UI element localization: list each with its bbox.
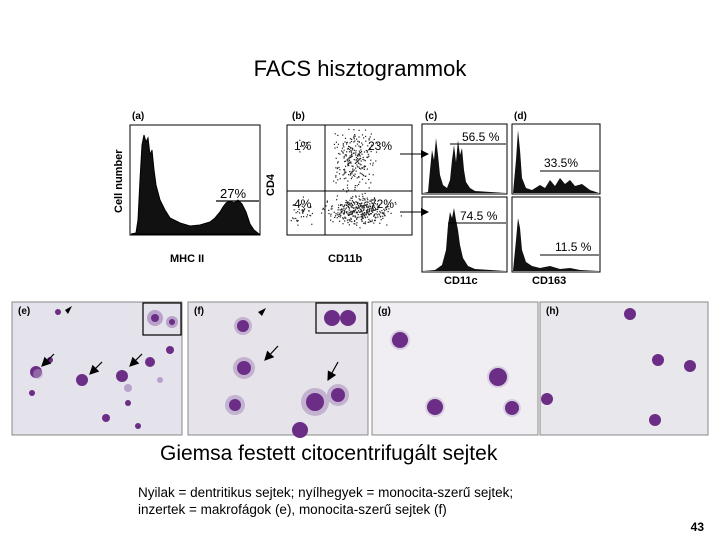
d-top-pct: 33.5% [544, 156, 578, 170]
slide-title: FACS hisztogrammok [253, 56, 467, 81]
cd163-histogram-bottom [513, 218, 599, 271]
panel-c-label: (c) [425, 111, 437, 122]
panel-d-label: (d) [514, 111, 527, 122]
micrograph-e: (e) [11, 301, 183, 436]
panel-b-label: (b) [292, 111, 305, 122]
note-line-2: inzertek = makrofágok (e), monocita-szer… [138, 502, 447, 517]
micrograph-f: (f) [187, 301, 369, 438]
figure-note: Nyilak = dentritikus sejtek; nyílhegyek … [138, 484, 513, 518]
q-ul: 1% [294, 139, 312, 153]
d-bottom-pct: 11.5 % [555, 240, 592, 254]
c-top-pct: 56.5 % [462, 130, 500, 144]
mhc-label: MHC II [170, 253, 204, 265]
facs-figure: (a) 27% Cell number MHC II (b) 1% 23% 4%… [11, 111, 709, 438]
panel-h-label: (h) [546, 306, 559, 317]
micrograph-h: (h) [539, 301, 709, 436]
q-ur: 23% [368, 139, 392, 153]
panel-c: (c) 56.5 % 74.5 % CD11c [421, 111, 508, 287]
panel-a-pct: 27% [220, 186, 246, 201]
c-bottom-pct: 74.5 % [460, 209, 498, 223]
panel-a-label: (a) [132, 111, 144, 122]
panel-a: (a) 27% Cell number MHC II [113, 111, 261, 265]
panel-b: (b) 1% 23% 4% 72% CD4 CD11b [265, 111, 429, 265]
cd11c-histogram-top [423, 138, 506, 193]
q-lr: 72% [370, 197, 394, 211]
cd11b-label: CD11b [328, 253, 363, 265]
q-ll: 4% [294, 197, 312, 211]
cd163-histogram-top [513, 130, 599, 193]
dot-plot-points [290, 128, 402, 229]
note-line-1: Nyilak = dentritikus sejtek; nyílhegyek … [138, 485, 514, 500]
cd11c-label: CD11c [444, 275, 478, 287]
mhc-histogram [130, 134, 261, 235]
micrograph-g: (g) [371, 301, 539, 436]
panel-d: (d) 33.5% 11.5 % CD163 [511, 111, 601, 287]
panel-e-label: (e) [18, 306, 30, 317]
figure-caption: Giemsa festett citocentrifugált sejtek [160, 442, 498, 465]
panel-f-label: (f) [194, 306, 204, 317]
page-number: 43 [690, 520, 704, 534]
panel-g-label: (g) [378, 306, 391, 317]
cd4-label: CD4 [265, 173, 277, 196]
cd163-label: CD163 [532, 275, 566, 287]
cell-number-label: Cell number [113, 149, 125, 213]
